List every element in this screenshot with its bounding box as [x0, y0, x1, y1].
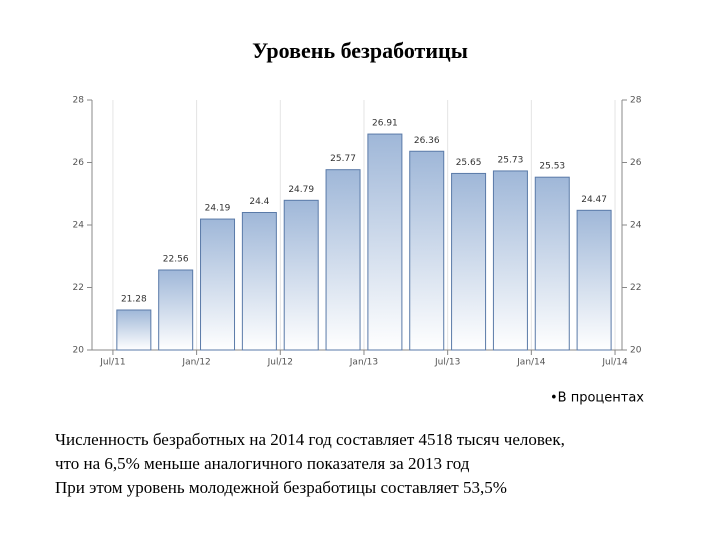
bar	[576, 209, 612, 351]
plot: Jul/11 Jan/12 Jul/12 Jan/13 Jul/13 Jan/14 Jul/…	[73, 96, 642, 368]
x-tick-label: Jul/12	[267, 358, 293, 368]
value-label: 24.47	[581, 195, 607, 205]
value-label: 22.56	[163, 255, 189, 265]
value-label: 25.77	[330, 154, 356, 164]
y-tick-label: 28	[73, 96, 85, 106]
text-line: При этом уровень молодежной безработицы …	[55, 478, 507, 497]
y2-tick-label: 28	[630, 96, 642, 106]
x-tick-label: Jan/12	[181, 358, 210, 368]
x-tick-label: Jan/14	[516, 358, 546, 368]
x-tick-label: Jan/13	[349, 358, 378, 368]
y2-tick-label: 22	[630, 283, 641, 293]
y-tick-label: 24	[73, 221, 85, 231]
value-label: 26.36	[414, 136, 440, 146]
bar	[451, 172, 487, 351]
value-label: 25.73	[498, 155, 524, 165]
y-tick-label: 22	[73, 283, 84, 293]
y2-tick-label: 20	[630, 346, 642, 356]
bar	[409, 150, 445, 351]
bar	[158, 269, 194, 351]
value-label: 25.53	[539, 162, 565, 172]
bar	[367, 133, 403, 351]
x-tick-label: Jul/11	[99, 358, 125, 368]
value-label: 24.4	[249, 197, 269, 207]
y2-tick-label: 24	[630, 221, 642, 231]
value-label: 21.28	[121, 295, 147, 305]
bar	[283, 199, 319, 351]
y2-tick-label: 26	[630, 158, 642, 168]
y-tick-label: 26	[73, 158, 85, 168]
bar	[325, 169, 361, 351]
note: •В процентах	[550, 391, 644, 406]
bar	[241, 212, 277, 351]
bar	[200, 218, 236, 351]
value-label: 24.19	[205, 204, 231, 214]
bar	[492, 170, 528, 351]
value-label: 25.65	[456, 158, 482, 168]
bar	[116, 309, 152, 351]
x-tick-label: Jul/13	[434, 358, 460, 368]
y-tick-label: 20	[73, 346, 85, 356]
bar	[534, 176, 570, 351]
text-line: Численность безработных на 2014 год сост…	[55, 430, 565, 449]
value-label: 24.79	[288, 185, 314, 195]
title: Уровень безработицы	[252, 38, 468, 63]
text-line: что на 6,5% меньше аналогичного показате…	[55, 454, 470, 473]
x-tick-label: Jul/14	[601, 358, 628, 368]
value-label: 26.91	[372, 119, 398, 129]
